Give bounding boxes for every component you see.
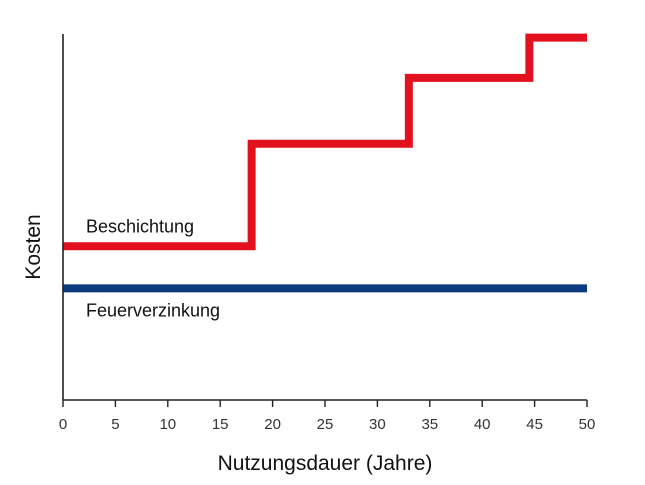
x-tick-label: 40 — [474, 416, 491, 433]
x-axis-title: Nutzungsdauer (Jahre) — [218, 452, 433, 475]
y-axis-title: Kosten — [22, 214, 45, 279]
x-tick-label: 15 — [212, 416, 229, 433]
x-tick-label: 35 — [421, 416, 438, 433]
series-label-feuerverzinkung: Feuerverzinkung — [86, 300, 220, 320]
x-tick-label: 5 — [111, 416, 119, 433]
x-tick-label: 20 — [264, 416, 281, 433]
x-tick-label: 45 — [526, 416, 543, 433]
x-ticks: 0 5 10 15 20 25 30 35 40 45 50 — [59, 400, 596, 433]
series-labels: Beschichtung Feuerverzinkung — [86, 216, 220, 320]
x-tick-label: 25 — [317, 416, 334, 433]
x-tick-label: 10 — [159, 416, 176, 433]
x-tick-label: 30 — [369, 416, 386, 433]
series-layer — [63, 33, 587, 293]
x-tick-label: 0 — [59, 416, 67, 433]
series-label-beschichtung: Beschichtung — [86, 216, 194, 236]
series-line-beschichtung — [63, 33, 587, 251]
x-tick-label: 50 — [579, 416, 596, 433]
